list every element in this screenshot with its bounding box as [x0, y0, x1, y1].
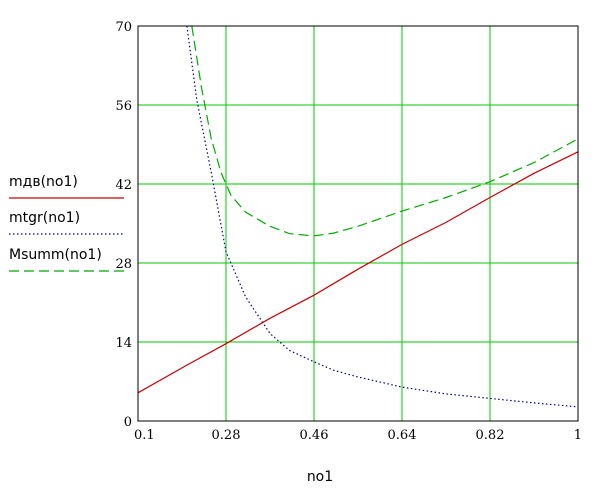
x-tick-label: 1 — [574, 428, 582, 443]
series-line — [191, 25, 579, 237]
legend-label: Msumm(no1) — [9, 247, 102, 263]
x-tick-label: 0.46 — [300, 428, 329, 443]
series-layer — [137, 25, 579, 408]
y-tick-label: 14 — [115, 336, 132, 351]
series-line — [137, 151, 579, 394]
series-line — [186, 25, 579, 408]
x-tick-label: 0.64 — [388, 428, 417, 443]
legend-label: mtgr(no1) — [9, 210, 80, 226]
y-tick-label: 56 — [115, 99, 132, 114]
y-tick-label: 42 — [115, 178, 132, 193]
x-axis-label: no1 — [307, 469, 333, 485]
y-tick-label: 0 — [124, 415, 132, 430]
legend-label: mдв(no1) — [9, 174, 78, 190]
plot-frame — [137, 25, 579, 422]
x-tick-label: 0.28 — [212, 428, 241, 443]
tick-labels: 0.1 0.28 0.46 0.64 0.82 1 0 14 28 42 56 70 — [115, 20, 582, 443]
x-tick-label: 0.82 — [476, 428, 505, 443]
grid-lines — [138, 26, 578, 421]
legend: mдв(no1) mtgr(no1) Msumm(no1) — [9, 174, 124, 272]
x-tick-label: 0.1 — [134, 428, 155, 443]
y-tick-label: 70 — [115, 20, 132, 35]
y-tick-label: 28 — [115, 257, 132, 272]
